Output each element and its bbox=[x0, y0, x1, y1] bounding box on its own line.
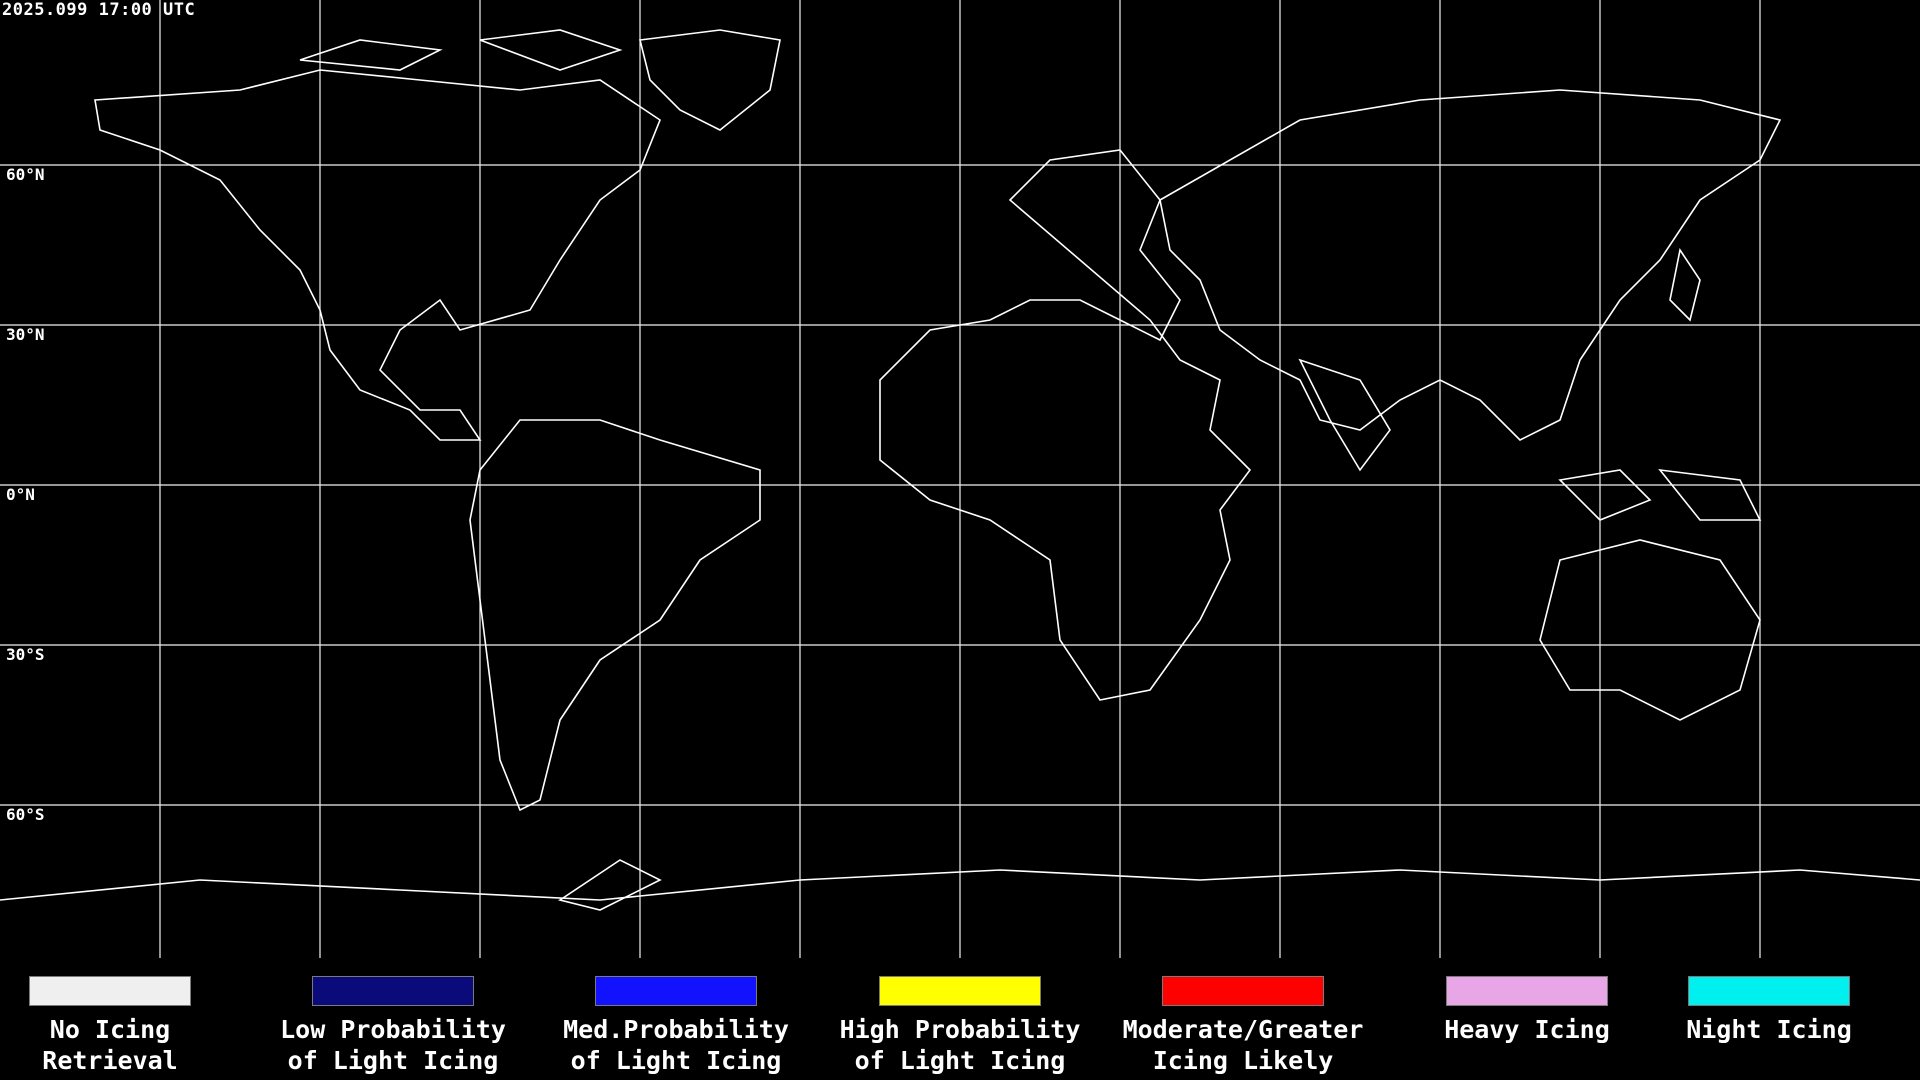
graticule bbox=[0, 0, 1920, 958]
lat-label-0: 0°N bbox=[6, 485, 35, 504]
global-icing-map bbox=[0, 0, 1920, 958]
moderate-greater-region bbox=[260, 110, 860, 820]
legend-item-no-icing: No Icing Retrieval bbox=[0, 976, 252, 1076]
legend-swatch bbox=[1162, 976, 1324, 1006]
legend-swatch bbox=[29, 976, 191, 1006]
legend-item-moderate: Moderate/Greater Icing Likely bbox=[1101, 976, 1385, 1076]
legend-label: Med.Probability of Light Icing bbox=[563, 1015, 789, 1075]
legend-item-heavy: Heavy Icing bbox=[1385, 976, 1669, 1045]
lat-label-30s: 30°S bbox=[6, 645, 45, 664]
legend: No Icing Retrieval Low Probability of Li… bbox=[0, 958, 1920, 1080]
legend-item-med-prob: Med.Probability of Light Icing bbox=[534, 976, 818, 1076]
lat-label-30n: 30°N bbox=[6, 325, 45, 344]
legend-swatch bbox=[1688, 976, 1850, 1006]
legend-swatch bbox=[312, 976, 474, 1006]
legend-label: No Icing Retrieval bbox=[42, 1015, 178, 1075]
lat-label-60n: 60°N bbox=[6, 165, 45, 184]
coastlines bbox=[0, 29, 1920, 911]
legend-item-low-prob: Low Probability of Light Icing bbox=[251, 976, 535, 1076]
legend-label: Heavy Icing bbox=[1444, 1015, 1610, 1044]
legend-swatch bbox=[1446, 976, 1608, 1006]
legend-swatch bbox=[595, 976, 757, 1006]
legend-item-high-prob: High Probability of Light Icing bbox=[818, 976, 1102, 1076]
legend-label: High Probability of Light Icing bbox=[839, 1015, 1081, 1075]
legend-swatch bbox=[879, 976, 1041, 1006]
legend-label: Night Icing bbox=[1686, 1015, 1852, 1044]
icing-coverage-layer bbox=[0, 105, 1920, 850]
legend-label: Moderate/Greater Icing Likely bbox=[1122, 1015, 1364, 1075]
legend-item-night: Night Icing bbox=[1627, 976, 1911, 1045]
timestamp: 2025.099 17:00 UTC bbox=[2, 0, 196, 20]
lat-label-60s: 60°S bbox=[6, 805, 45, 824]
legend-label: Low Probability of Light Icing bbox=[280, 1015, 506, 1075]
